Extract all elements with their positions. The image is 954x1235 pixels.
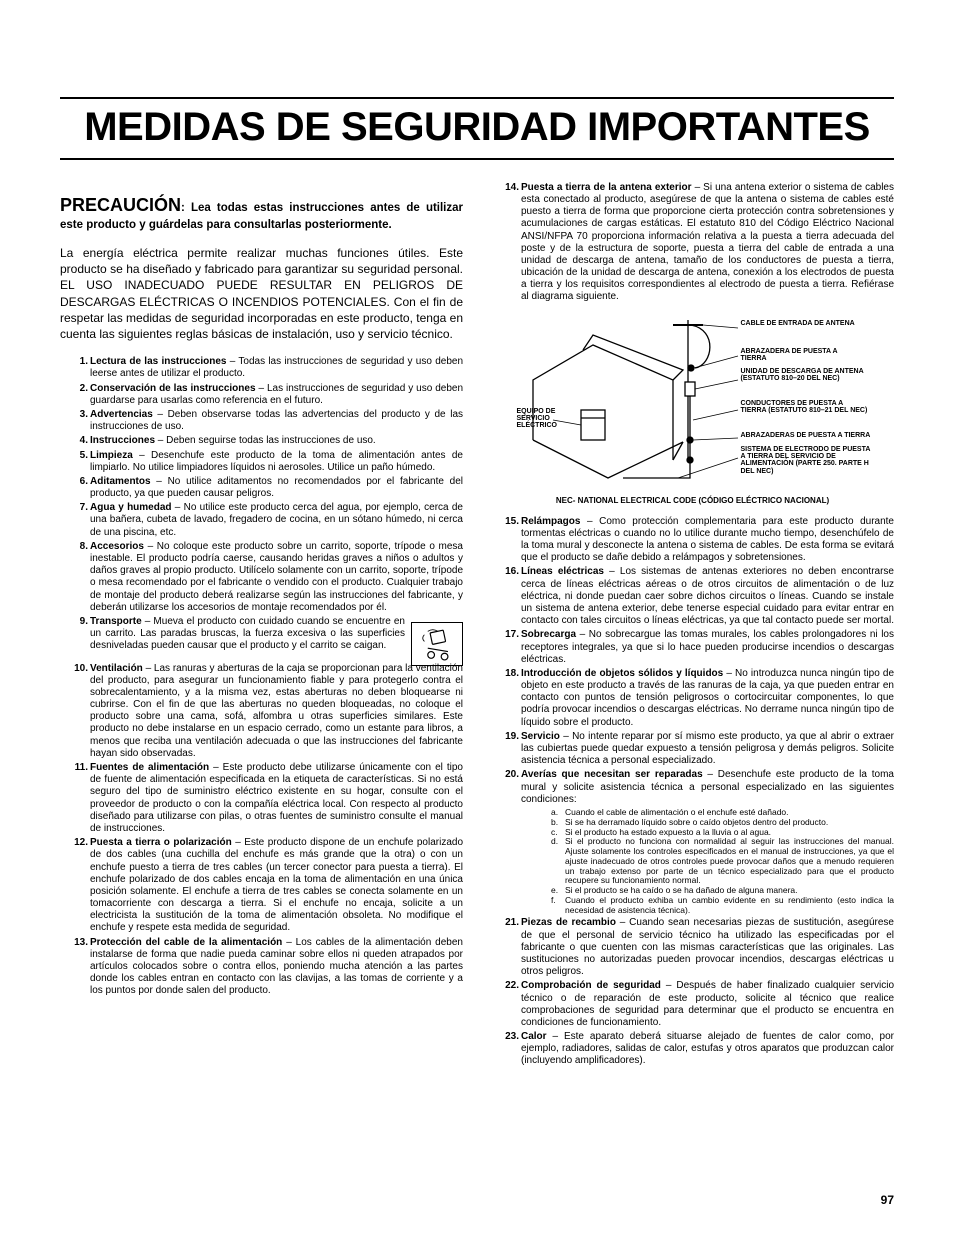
item-title: Agua y humedad (90, 502, 172, 513)
list-item: Agua y humedad – No utilice este product… (70, 502, 463, 539)
list-item: Transporte – Mueva el producto con cuida… (70, 616, 463, 653)
label-lead-in: CABLE DE ENTRADA DE ANTENA (741, 320, 861, 327)
item-title: Averías que necesitan ser reparadas (521, 769, 703, 780)
item-title: Transporte (90, 616, 142, 627)
item-body: – No sobrecargue las tomas murales, los … (521, 629, 894, 664)
item-title: Piezas de recambio (521, 917, 616, 928)
item-title: Lectura de las instrucciones (90, 356, 227, 367)
right-column: Puesta a tierra de la antena exterior – … (491, 182, 894, 1070)
list-item: Advertencias – Deben observarse todas la… (70, 409, 463, 433)
list-item: Limpieza – Desenchufe este producto de l… (70, 450, 463, 474)
list-item: Instrucciones – Deben seguirse todas las… (70, 435, 463, 447)
grounding-diagram: CABLE DE ENTRADA DE ANTENA ABRAZADERA DE… (513, 310, 873, 490)
item-body: – No intente reparar por sí mismo este p… (521, 731, 894, 766)
list-item: Lectura de las instrucciones – Todas las… (70, 356, 463, 380)
sub-list-item: Si el producto no funciona con normalida… (551, 837, 894, 886)
item-title: Comprobación de seguridad (521, 980, 661, 991)
precaution-lead: PRECAUCIÓN (60, 195, 181, 215)
item-title: Instrucciones (90, 435, 155, 446)
safety-list-right: Relámpagos – Como protección complementa… (501, 516, 894, 1068)
item-body: – Este aparato deberá situarse alejado d… (521, 1031, 894, 1066)
list-item: Averías que necesitan ser reparadas – De… (501, 769, 894, 915)
list-item: Accesorios – No coloque este producto so… (70, 541, 463, 614)
precaution-heading: PRECAUCIÓN: Lea todas estas instruccione… (60, 193, 463, 233)
document-page: MEDIDAS DE SEGURIDAD IMPORTANTES PRECAUC… (0, 0, 954, 1235)
list-item: Ventilación – Las ranuras y aberturas de… (70, 663, 463, 761)
item-title: Calor (521, 1031, 547, 1042)
label-ground-clamp: ABRAZADERA DE PUESTA A TIERRA (741, 348, 861, 363)
item-body: – No coloque este producto sobre un carr… (90, 541, 463, 613)
left-column: PRECAUCIÓN: Lea todas estas instruccione… (60, 182, 463, 1070)
item-title: Líneas eléctricas (521, 566, 604, 577)
item-title: Sobrecarga (521, 629, 576, 640)
item-title: Servicio (521, 731, 560, 742)
item-title: Accesorios (90, 541, 144, 552)
item-title: Conservación de las instrucciones (90, 383, 256, 394)
item-title: Aditamentos (90, 476, 151, 487)
item-title: Introducción de objetos sólidos y líquid… (521, 668, 723, 679)
item-body: – Las ranuras y aberturas de la caja se … (90, 663, 463, 759)
safety-list-left: Lectura de las instrucciones – Todas las… (70, 356, 463, 997)
list-item: Relámpagos – Como protección complementa… (501, 516, 894, 565)
item-title: Advertencias (90, 409, 153, 420)
page-title: MEDIDAS DE SEGURIDAD IMPORTANTES (60, 97, 894, 160)
label-electrode-system: SISTEMA DE ELECTRODO DE PUESTA A TIERRA … (741, 446, 873, 475)
item-title: Relámpagos (521, 516, 580, 527)
item-title: Puesta a tierra de la antena exterior (521, 182, 692, 193)
list-item: Introducción de objetos sólidos y líquid… (501, 668, 894, 729)
item-title: Fuentes de alimentación (90, 762, 209, 773)
item-body: – Deben seguirse todas las instrucciones… (155, 435, 376, 446)
list-item: Servicio – No intente reparar por sí mis… (501, 731, 894, 768)
list-item: Protección del cable de la alimentación … (70, 937, 463, 998)
item-title: Ventilación (90, 663, 143, 674)
item-title: Protección del cable de la alimentación (90, 937, 282, 948)
label-ground-clamps: ABRAZADERAS DE PUESTA A TIERRA (741, 432, 871, 439)
list-item: Puesta a tierra de la antena exterior – … (501, 182, 894, 304)
list-item: Piezas de recambio – Cuando sean necesar… (501, 917, 894, 978)
list-item: Calor – Este aparato deberá situarse ale… (501, 1031, 894, 1068)
label-ground-conductors: CONDUCTORES DE PUESTA A TIERRA (ESTATUTO… (741, 400, 871, 415)
list-item: Sobrecarga – No sobrecargue las tomas mu… (501, 629, 894, 666)
sub-list-item: Cuando el producto exhiba un cambio evid… (551, 896, 894, 916)
item-body: – Desenchufe este producto de la toma de… (90, 450, 463, 473)
safety-list-item14: Puesta a tierra de la antena exterior – … (501, 182, 894, 304)
intro-paragraph: La energía eléctrica permite realizar mu… (60, 245, 463, 342)
list-item: Comprobación de seguridad – Después de h… (501, 980, 894, 1029)
page-number: 97 (881, 1193, 894, 1207)
item-body: – Este producto dispone de un enchufe po… (90, 837, 463, 933)
cart-tipping-icon (411, 622, 463, 666)
list-item: Líneas eléctricas – Los sistemas de ante… (501, 566, 894, 627)
item-title: Limpieza (90, 450, 133, 461)
item-body: – Si una antena exterior o sistema de ca… (521, 182, 894, 303)
list-item: Fuentes de alimentación – Este producto … (70, 762, 463, 835)
nec-caption: NEC- NATIONAL ELECTRICAL CODE (CÓDIGO EL… (491, 496, 894, 506)
label-discharge-unit: UNIDAD DE DESCARGA DE ANTENA (ESTATUTO 8… (741, 368, 871, 383)
item-title: Puesta a tierra o polarización (90, 837, 232, 848)
list-item: Conservación de las instrucciones – Las … (70, 383, 463, 407)
label-electric-service: EQUIPO DE SERVICIO ELÉCTRICO (517, 408, 577, 430)
list-item: Puesta a tierra o polarización – Este pr… (70, 837, 463, 935)
two-column-layout: PRECAUCIÓN: Lea todas estas instruccione… (60, 182, 894, 1070)
sub-list: Cuando el cable de alimentación o el enc… (551, 808, 894, 915)
list-item: Aditamentos – No utilice aditamentos no … (70, 476, 463, 500)
